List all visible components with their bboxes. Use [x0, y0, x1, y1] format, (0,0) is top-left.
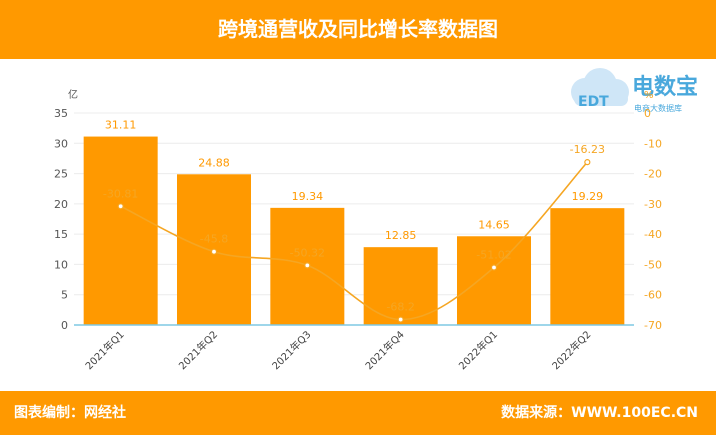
y-tick-label-right: -70: [644, 319, 662, 332]
bar-value-label: 19.34: [292, 190, 324, 203]
page-title: 跨境通营收及同比增长率数据图: [218, 17, 498, 41]
x-tick-label: 2021年Q3: [269, 328, 313, 372]
x-tick-label: 2022年Q1: [456, 328, 500, 372]
line-value-label: -50.32: [290, 246, 325, 259]
bar: [83, 136, 158, 325]
y-axis-unit-right: %: [644, 90, 654, 101]
y-tick-label-right: -60: [644, 289, 662, 302]
line-value-label: -30.81: [103, 187, 138, 200]
y-tick-label-right: -10: [644, 137, 662, 150]
line-point: [584, 159, 591, 166]
bar-value-label: 31.11: [105, 119, 137, 132]
footer-source: 数据来源：WWW.100EC.CN: [501, 405, 698, 421]
y-tick-label-right: -40: [644, 228, 662, 241]
logo-mark: EDT: [578, 94, 609, 110]
x-tick-label: 2022年Q2: [549, 328, 593, 372]
y-tick-label-left: 20: [54, 198, 68, 211]
y-tick-label-left: 15: [54, 228, 68, 241]
x-tick-label: 2021年Q4: [362, 328, 406, 372]
y-tick-label-left: 10: [54, 258, 68, 271]
logo-brand: 电数宝: [632, 74, 698, 100]
bar-value-label: 19.29: [572, 190, 604, 203]
line-point: [304, 262, 311, 269]
header-bar: [0, 0, 716, 59]
bar: [457, 236, 531, 325]
line-value-label: -16.23: [570, 143, 605, 156]
x-tick-label: 2021年Q2: [176, 328, 220, 372]
y-tick-label-right: -50: [644, 258, 662, 271]
footer-editor: 图表编制：网经社: [14, 405, 126, 421]
bar-value-label: 24.88: [198, 156, 230, 169]
growth-rate-line: [120, 161, 588, 321]
y-tick-label-left: 30: [54, 137, 68, 150]
line-value-label: -51.02: [476, 249, 511, 262]
bar-value-label: 14.65: [478, 218, 510, 231]
y-tick-label-left: 25: [54, 168, 68, 181]
y-tick-label-right: 0: [644, 107, 651, 120]
bar-value-label: 12.85: [385, 229, 417, 242]
y-tick-label-left: 35: [54, 107, 68, 120]
line-point: [397, 316, 404, 323]
y-tick-label-left: 5: [61, 289, 68, 302]
y-axis-unit-left: 亿: [68, 88, 78, 101]
line-value-label: -68.2: [386, 301, 414, 314]
x-tick-label: 2021年Q1: [82, 328, 126, 372]
y-tick-label-right: -20: [644, 168, 662, 181]
logo-sub: 电商大数据库: [634, 103, 682, 113]
line-value-label: -45.8: [200, 233, 228, 246]
line-point: [490, 264, 498, 271]
bar: [550, 208, 625, 325]
chart: 亿 % 31.11 24.88 19.34 12.85 14.65 19.29 -30.81…: [54, 88, 662, 372]
y-tick-label-left: 0: [61, 319, 68, 332]
y-tick-label-right: -30: [644, 198, 662, 211]
line-point: [210, 248, 218, 255]
line-point: [117, 203, 124, 210]
cloud-icon: [571, 68, 629, 106]
brand-logo: EDT 电数宝 电商大数据库: [571, 68, 698, 113]
footer-bar: 图表编制：网经社 数据来源：WWW.100EC.CN: [0, 391, 716, 435]
